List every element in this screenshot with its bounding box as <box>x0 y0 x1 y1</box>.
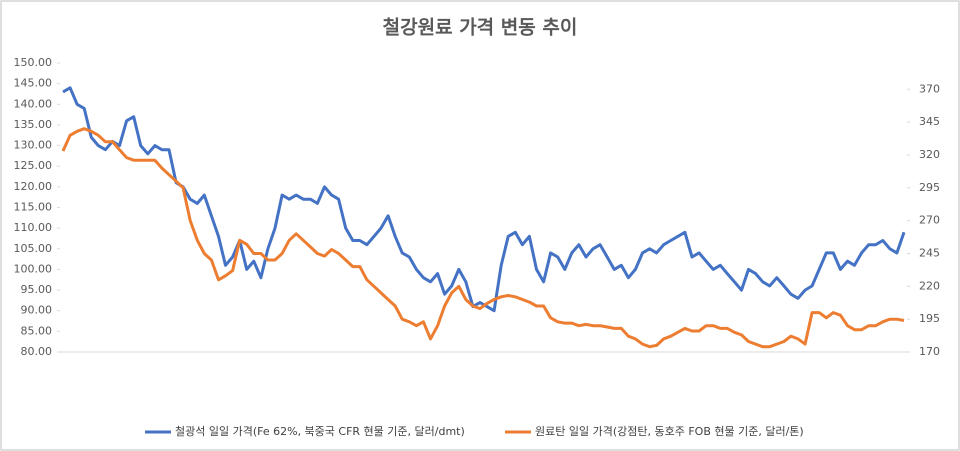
y-tick-label: 85.00 <box>21 324 53 337</box>
legend-label: 원료탄 일일 가격(강점탄, 동호주 FOB 현물 기준, 달러/톤) <box>535 424 804 438</box>
y-tick-label: 115.00 <box>14 201 53 214</box>
y-tick-label: 135.00 <box>14 118 53 131</box>
legend-label: 철광석 일일 가격(Fe 62%, 북중국 CFR 현물 기준, 달러/dmt) <box>175 424 465 438</box>
y-tick-label: 110.00 <box>14 221 53 234</box>
y2-tick-label: 170 <box>919 345 940 358</box>
y-tick-label: 140.00 <box>14 97 53 110</box>
y2-tick-label: 220 <box>919 279 940 292</box>
y-tick-label: 130.00 <box>14 139 53 152</box>
y2-tick-label: 195 <box>919 312 940 325</box>
y2-tick-label: 370 <box>919 82 940 95</box>
y-tick-label: 125.00 <box>14 159 53 172</box>
y-tick-label: 145.00 <box>14 77 53 90</box>
chart-title: 철강원료 가격 변동 추이 <box>383 17 578 39</box>
y2-tick-label: 345 <box>919 115 940 128</box>
series-line <box>61 127 905 349</box>
y2-tick-label: 320 <box>919 148 940 161</box>
y-tick-label: 120.00 <box>14 180 53 193</box>
y-tick-label: 105.00 <box>14 242 53 255</box>
y-tick-label: 95.00 <box>21 283 53 296</box>
y-tick-label: 150.00 <box>14 56 53 69</box>
y2-tick-label: 245 <box>919 246 940 259</box>
y-tick-label: 90.00 <box>21 304 53 317</box>
y-tick-label: 100.00 <box>14 262 53 275</box>
y2-tick-label: 295 <box>919 181 940 194</box>
y-tick-label: 80.00 <box>21 345 53 358</box>
y2-tick-label: 270 <box>919 214 940 227</box>
